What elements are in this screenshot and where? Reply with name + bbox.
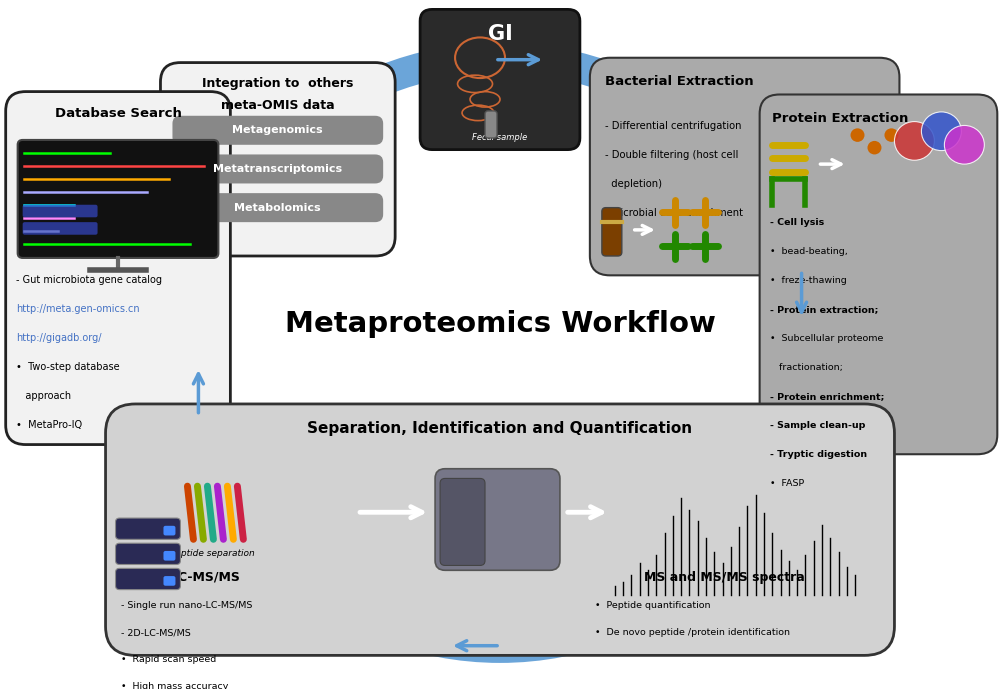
Text: Protein Extraction: Protein Extraction [772, 112, 908, 125]
Text: meta-OMIS data: meta-OMIS data [221, 99, 335, 112]
Text: fractionation;: fractionation; [770, 363, 842, 372]
FancyBboxPatch shape [172, 193, 383, 222]
Text: GI: GI [488, 24, 512, 44]
FancyBboxPatch shape [116, 568, 180, 590]
Text: •  Two-step database: • Two-step database [16, 362, 119, 372]
Text: •  FASP: • FASP [770, 480, 804, 489]
FancyBboxPatch shape [485, 111, 497, 138]
FancyBboxPatch shape [6, 92, 230, 444]
FancyBboxPatch shape [760, 94, 997, 454]
Text: - 2D-LC-MS/MS: - 2D-LC-MS/MS [121, 628, 190, 637]
Text: - Differential centrifugation: - Differential centrifugation [605, 121, 741, 131]
FancyBboxPatch shape [116, 543, 180, 564]
Text: •  freze-thawing: • freze-thawing [770, 276, 846, 285]
Text: http://gigadb.org/: http://gigadb.org/ [16, 333, 101, 343]
Text: Metabolomics: Metabolomics [234, 203, 321, 213]
Text: Peptide separation: Peptide separation [170, 549, 255, 558]
FancyBboxPatch shape [23, 222, 98, 235]
FancyBboxPatch shape [163, 551, 175, 561]
Text: Integration to  others: Integration to others [202, 77, 353, 90]
FancyBboxPatch shape [602, 207, 622, 256]
Circle shape [248, 109, 752, 597]
Circle shape [944, 125, 984, 164]
Text: LC-MS/MS: LC-MS/MS [170, 570, 240, 584]
Text: Bacterial Extraction: Bacterial Extraction [605, 75, 753, 88]
Text: - Cell lysis: - Cell lysis [770, 218, 824, 227]
Text: http://meta.gen-omics.cn: http://meta.gen-omics.cn [16, 305, 139, 314]
Text: Separation, Identification and Quantification: Separation, Identification and Quantific… [307, 422, 693, 436]
Text: - Gut microbiota gene catalog: - Gut microbiota gene catalog [16, 276, 162, 285]
Text: •  Rapid scan speed: • Rapid scan speed [121, 655, 216, 664]
Text: Fecal sample: Fecal sample [472, 133, 528, 142]
Text: - Protein extraction;: - Protein extraction; [770, 305, 878, 314]
FancyBboxPatch shape [420, 10, 580, 150]
Text: •  MetaPro-IQ: • MetaPro-IQ [16, 420, 82, 431]
Text: Database Search: Database Search [55, 107, 181, 120]
Text: MS and MS/MS spectra: MS and MS/MS spectra [644, 570, 805, 584]
Text: - Single run nano-LC-MS/MS: - Single run nano-LC-MS/MS [121, 601, 252, 610]
Text: - Tryptic digestion: - Tryptic digestion [770, 451, 867, 460]
Text: - Double filtering (host cell: - Double filtering (host cell [605, 150, 738, 160]
Text: Metagenomics: Metagenomics [232, 125, 323, 135]
FancyBboxPatch shape [116, 518, 180, 539]
FancyBboxPatch shape [172, 154, 383, 183]
Circle shape [921, 112, 961, 151]
Text: approach: approach [16, 391, 71, 402]
FancyBboxPatch shape [160, 63, 395, 256]
Text: Metaproteomics Workflow: Metaproteomics Workflow [285, 309, 715, 338]
FancyBboxPatch shape [106, 404, 894, 655]
FancyBboxPatch shape [163, 576, 175, 586]
Text: •  bead-beating,: • bead-beating, [770, 247, 847, 256]
FancyBboxPatch shape [23, 205, 98, 217]
Text: •  Peptide quantification: • Peptide quantification [595, 601, 710, 610]
Text: Metatranscriptomics: Metatranscriptomics [213, 164, 342, 174]
Text: •  High mass accuracy: • High mass accuracy [121, 683, 228, 689]
Text: •  De novo peptide /protein identification: • De novo peptide /protein identificatio… [595, 628, 790, 637]
FancyBboxPatch shape [590, 58, 899, 276]
Text: - Protein enrichment;: - Protein enrichment; [770, 392, 884, 402]
Circle shape [894, 121, 934, 161]
Text: •  Subcellular proteome: • Subcellular proteome [770, 334, 883, 343]
Circle shape [884, 128, 898, 142]
Text: - Sample clean-up: - Sample clean-up [770, 422, 865, 431]
FancyBboxPatch shape [172, 116, 383, 145]
FancyBboxPatch shape [435, 469, 560, 570]
Text: - Microbial cells enrichment: - Microbial cells enrichment [605, 207, 743, 218]
Text: depletion): depletion) [605, 178, 662, 189]
FancyBboxPatch shape [163, 526, 175, 535]
Circle shape [851, 128, 864, 142]
Circle shape [867, 141, 881, 154]
FancyBboxPatch shape [440, 478, 485, 566]
FancyBboxPatch shape [18, 140, 218, 258]
